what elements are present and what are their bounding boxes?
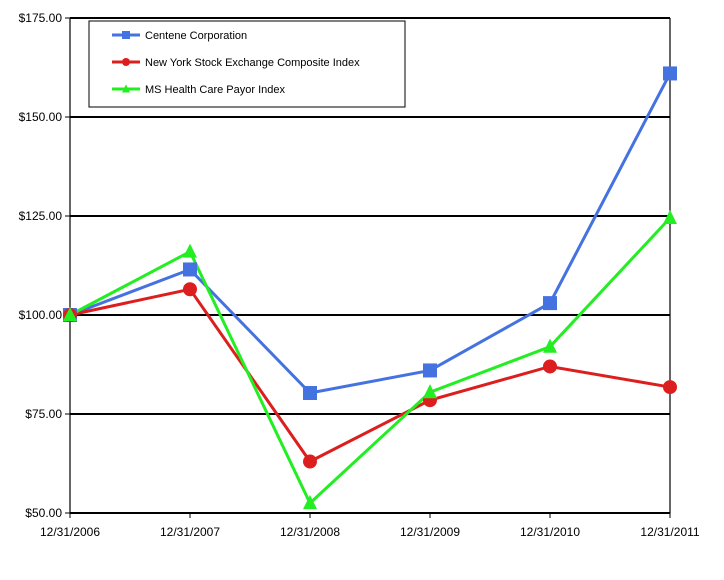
point-ms-health-care-payor-index: [543, 338, 557, 353]
y-tick-label: $125.00: [19, 209, 63, 223]
x-tick-label: 12/31/2009: [400, 525, 460, 539]
x-axis-tick-labels: 12/31/2006 12/31/2007 12/31/2008 12/31/2009…: [40, 525, 700, 539]
y-tick-label: $75.00: [25, 407, 62, 421]
gridlines: [65, 17, 671, 518]
point-ms-health-care-payor-index: [63, 306, 77, 322]
y-tick-label: $50.00: [25, 506, 62, 520]
y-tick-label: $100.00: [19, 308, 63, 322]
point-new-york-stock-exchange-composite-index: [183, 282, 197, 297]
x-tick-label: 12/31/2008: [280, 525, 340, 539]
x-tick-label: 12/31/2007: [160, 525, 220, 539]
legend: Centene Corporation New York Stock Exchan…: [88, 20, 406, 108]
point-ms-health-care-payor-index: [423, 384, 437, 399]
legend-label-new-york-stock-exchange-composite-index: New York Stock Exchange Composite Index: [145, 57, 360, 69]
legend-marker-ms-health-care-payor-index: [122, 84, 130, 93]
series-markers: [63, 66, 677, 510]
legend-marker-new-york-stock-exchange-composite-index: [122, 58, 130, 66]
point-centene-corporation: [423, 363, 437, 378]
series-line-centene-corporation: [69, 72, 672, 395]
point-centene-corporation: [543, 296, 557, 311]
legend-label-ms-health-care-payor-index: MS Health Care Payor Index: [145, 84, 286, 96]
series-line-new-york-stock-exchange-composite-index: [69, 287, 671, 464]
point-new-york-stock-exchange-composite-index: [663, 380, 677, 395]
x-tick-label: 12/31/2010: [520, 525, 580, 539]
y-axis-tick-labels: $50.00 $75.00 $100.00 $125.00 $150.00 $175.00: [19, 11, 63, 520]
point-ms-health-care-payor-index: [303, 495, 317, 510]
series-lines: [69, 72, 672, 506]
legend-label-centene-corporation: Centene Corporation: [145, 30, 247, 42]
legend-marker-centene-corporation: [122, 31, 130, 39]
point-ms-health-care-payor-index: [663, 209, 677, 225]
point-ms-health-care-payor-index: [183, 243, 197, 258]
y-tick-label: $150.00: [19, 110, 63, 124]
point-centene-corporation: [663, 66, 677, 81]
point-new-york-stock-exchange-composite-index: [303, 454, 317, 469]
series-line-ms-health-care-payor-index: [69, 216, 672, 506]
point-centene-corporation: [183, 262, 197, 277]
y-tick-label: $175.00: [19, 11, 63, 25]
point-new-york-stock-exchange-composite-index: [543, 359, 557, 374]
legend-box: [88, 20, 406, 108]
x-tick-label: 12/31/2011: [640, 525, 699, 539]
point-centene-corporation: [303, 386, 317, 401]
x-tick-label: 12/31/2006: [40, 525, 100, 539]
